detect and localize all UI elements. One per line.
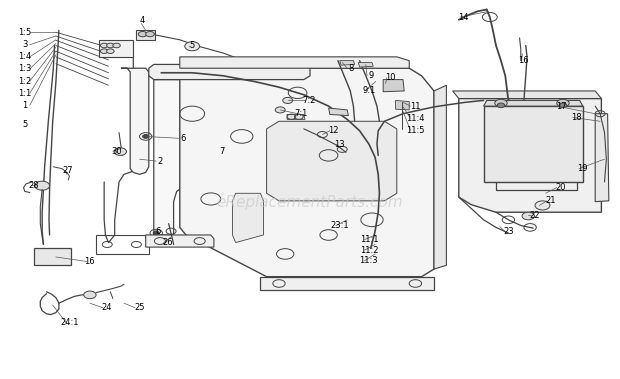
Polygon shape: [180, 68, 434, 277]
Polygon shape: [34, 248, 71, 265]
Circle shape: [535, 201, 550, 210]
Text: 11: 11: [410, 102, 420, 111]
Text: 5: 5: [22, 120, 27, 129]
Circle shape: [138, 31, 147, 37]
Text: 16: 16: [518, 56, 529, 65]
Text: 13: 13: [334, 139, 345, 149]
Text: 24:1: 24:1: [60, 318, 79, 327]
Polygon shape: [287, 114, 305, 119]
Text: 11:4: 11:4: [406, 114, 425, 123]
Circle shape: [522, 212, 534, 220]
Bar: [538, 152, 575, 174]
Circle shape: [107, 49, 114, 53]
Text: 10: 10: [386, 73, 396, 82]
Circle shape: [84, 291, 96, 299]
Text: 1:3: 1:3: [18, 64, 32, 74]
Polygon shape: [329, 108, 348, 116]
Text: 6: 6: [180, 134, 185, 143]
Text: 4: 4: [140, 16, 145, 25]
Polygon shape: [232, 193, 264, 243]
Polygon shape: [459, 99, 601, 212]
Text: 22: 22: [529, 211, 539, 220]
Text: 7: 7: [219, 147, 224, 156]
Text: 30: 30: [111, 147, 122, 156]
Text: 26: 26: [162, 238, 173, 247]
Text: 20: 20: [556, 183, 566, 192]
Text: 16: 16: [84, 257, 95, 266]
Text: 7:1: 7:1: [294, 109, 308, 118]
Text: 11:3: 11:3: [360, 256, 378, 265]
Text: 23: 23: [503, 227, 514, 236]
Text: 28: 28: [29, 181, 40, 190]
Text: 8: 8: [349, 64, 354, 73]
Polygon shape: [267, 121, 397, 201]
Circle shape: [495, 99, 507, 107]
Text: 3: 3: [22, 40, 27, 49]
Polygon shape: [484, 100, 583, 106]
Polygon shape: [99, 40, 133, 57]
Circle shape: [113, 43, 120, 48]
Text: 27: 27: [63, 166, 74, 175]
Circle shape: [283, 97, 293, 103]
Text: 11:2: 11:2: [360, 246, 378, 255]
Text: 9:1: 9:1: [362, 86, 376, 96]
Polygon shape: [121, 68, 149, 174]
Bar: [53, 252, 66, 262]
Polygon shape: [396, 100, 409, 110]
Bar: [37, 252, 51, 262]
Text: 9: 9: [368, 71, 373, 80]
Circle shape: [107, 43, 114, 48]
Polygon shape: [260, 277, 434, 290]
Circle shape: [114, 148, 126, 155]
Circle shape: [559, 103, 567, 108]
Text: 19: 19: [578, 164, 588, 173]
Text: 25: 25: [135, 303, 144, 312]
Circle shape: [153, 231, 159, 235]
Text: 7:2: 7:2: [302, 96, 316, 105]
Circle shape: [143, 135, 149, 138]
Text: 1:4: 1:4: [18, 52, 32, 61]
Text: 21: 21: [546, 196, 556, 205]
Circle shape: [497, 103, 505, 108]
Polygon shape: [434, 85, 446, 269]
Polygon shape: [180, 57, 409, 68]
Text: 23:1: 23:1: [330, 221, 349, 230]
Polygon shape: [146, 235, 214, 247]
Polygon shape: [149, 64, 310, 80]
Polygon shape: [136, 30, 155, 40]
Text: 2: 2: [157, 157, 162, 166]
Text: 11:5: 11:5: [406, 126, 425, 135]
Polygon shape: [383, 80, 404, 92]
Text: 1:2: 1:2: [18, 77, 32, 86]
Text: 1:5: 1:5: [18, 28, 32, 37]
Text: 1: 1: [22, 101, 27, 110]
Bar: [496, 152, 533, 174]
Text: 12: 12: [329, 126, 339, 135]
Circle shape: [35, 181, 50, 190]
Text: 24: 24: [102, 303, 112, 312]
Text: 11:1: 11:1: [360, 235, 378, 244]
Polygon shape: [358, 63, 373, 67]
Text: 5: 5: [190, 41, 195, 50]
Text: 18: 18: [571, 113, 582, 122]
Text: 6: 6: [156, 227, 161, 236]
Text: eReplacementParts.com: eReplacementParts.com: [216, 195, 404, 210]
Polygon shape: [595, 114, 609, 202]
Circle shape: [185, 42, 200, 51]
Polygon shape: [154, 80, 304, 235]
Polygon shape: [340, 61, 355, 65]
Text: 1:1: 1:1: [18, 89, 32, 98]
Polygon shape: [453, 91, 601, 99]
Text: 17: 17: [556, 102, 567, 111]
Text: 14: 14: [459, 13, 469, 22]
Polygon shape: [484, 106, 583, 182]
Circle shape: [557, 99, 569, 107]
Circle shape: [275, 107, 285, 113]
Circle shape: [100, 43, 108, 48]
Circle shape: [100, 49, 108, 53]
Circle shape: [146, 31, 154, 37]
